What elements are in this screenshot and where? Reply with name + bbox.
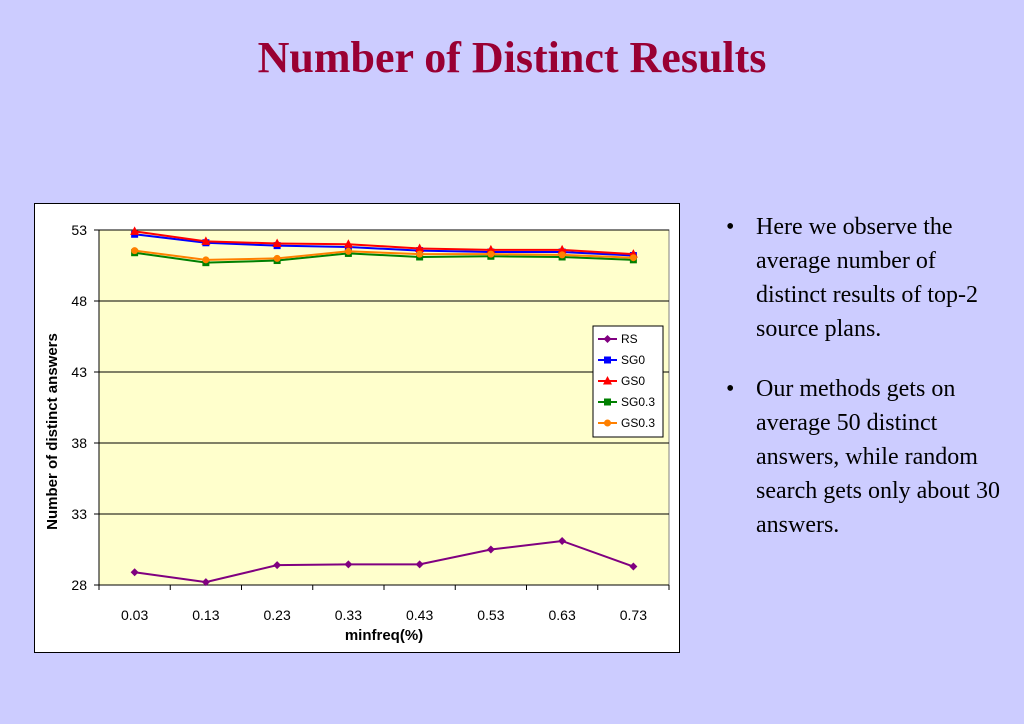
data-point-rs	[558, 536, 567, 545]
data-point-gs0-3	[202, 256, 210, 264]
x-tick-label: 0.13	[192, 607, 219, 623]
bullet-dot-icon: •	[726, 214, 735, 240]
data-point-rs	[415, 560, 424, 569]
line-chart: 53 48 43 38 33 28 0.03 0.13 0.23 0.33 0.43 0.53 0.63…	[44, 222, 670, 644]
y-tick-label: 38	[71, 435, 87, 451]
x-tick-label: 0.73	[620, 607, 647, 623]
legend-marker-sg0	[604, 356, 611, 364]
data-point-gs0-3	[344, 247, 352, 255]
data-point-gs0-3	[487, 250, 495, 258]
data-point-rs	[486, 545, 495, 554]
legend-label-rs: RS	[621, 332, 638, 346]
x-tick-label: 0.43	[406, 607, 433, 623]
legend-marker-gs0-3	[604, 419, 611, 427]
legend-marker-gs0	[603, 376, 612, 385]
data-point-gs0	[557, 244, 567, 254]
x-tick-label: 0.23	[264, 607, 291, 623]
plot-area	[98, 229, 670, 586]
data-point-gs0-3	[416, 250, 424, 258]
series-line-sg0	[134, 233, 634, 257]
legend-label-gs0-3: GS0.3	[621, 416, 655, 430]
data-point-gs0	[130, 226, 140, 235]
data-point-rs	[344, 560, 353, 569]
bullet-text: Our methods gets on average 50 distinct …	[756, 376, 1000, 538]
data-point-gs0	[201, 236, 211, 245]
legend-label-sg0: SG0	[621, 353, 645, 367]
y-tick-label: 43	[71, 364, 87, 380]
data-point-rs	[130, 568, 139, 577]
bullet-list: • Here we observe the average number of …	[724, 210, 1004, 568]
legend-marker-sg0-3	[604, 398, 611, 406]
data-point-rs	[273, 561, 282, 570]
x-tick-label: 0.33	[335, 607, 362, 623]
chart-frame: 53 48 43 38 33 28 0.03 0.13 0.23 0.33 0.43 0.53 0.63…	[34, 203, 680, 653]
series-line-gs0-3	[134, 249, 634, 261]
series-line-gs0	[134, 230, 634, 256]
legend-marker-rs	[603, 335, 612, 343]
x-tick-label: 0.53	[477, 607, 504, 623]
bullet-item: • Here we observe the average number of …	[724, 210, 1004, 346]
data-point-gs0	[272, 238, 282, 247]
y-tick-label: 28	[71, 577, 87, 593]
data-point-gs0-3	[558, 251, 566, 259]
y-axis-title: Number of distinct answers	[44, 333, 61, 530]
series-line-sg0-3	[134, 251, 634, 264]
y-tick-label: 53	[71, 222, 87, 238]
y-tick-label: 33	[71, 506, 87, 522]
data-point-gs0	[415, 243, 425, 252]
data-point-gs0-3	[629, 254, 637, 262]
data-point-rs	[629, 562, 638, 571]
data-point-gs0	[343, 239, 353, 248]
series-line-rs	[134, 539, 634, 584]
slide-title: Number of Distinct Results	[257, 33, 767, 82]
legend-label-gs0: GS0	[621, 374, 645, 388]
bullet-item: • Our methods gets on average 50 distinc…	[724, 372, 1004, 542]
y-tick-label: 48	[71, 293, 87, 309]
data-point-gs0-3	[273, 254, 281, 262]
bullet-text: Here we observe the average number of di…	[756, 214, 978, 342]
data-point-rs	[201, 578, 210, 587]
x-tick-label: 0.03	[121, 607, 148, 623]
legend-label-sg0-3: SG0.3	[621, 395, 655, 409]
data-point-gs0	[486, 244, 496, 254]
bullet-dot-icon: •	[726, 376, 735, 402]
x-axis-title: minfreq(%)	[345, 627, 423, 644]
x-tick-label: 0.63	[549, 607, 576, 623]
data-point-gs0-3	[131, 247, 139, 255]
